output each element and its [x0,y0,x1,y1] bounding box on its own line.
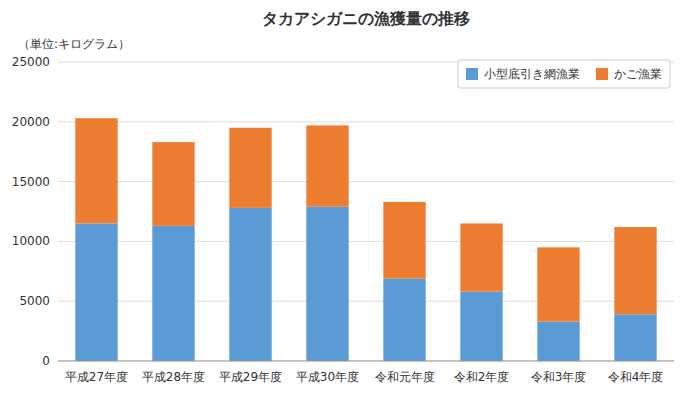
bar-segment [537,247,579,321]
y-tick-label: 10000 [12,234,50,248]
legend-item: 小型底引き網漁業 [466,67,580,81]
legend-swatch [596,68,608,80]
grid-line [58,241,674,242]
bar-segment [75,118,117,223]
y-tick-label: 20000 [12,115,50,129]
bar-segment [229,128,271,208]
x-tick-label: 令和元年度 [375,370,435,384]
bar-segment [383,278,425,361]
chart-container: タカアシガニの漁獲量の推移 （単位:キログラム） 0 5000 10000 15000 20… [0,0,690,397]
grid-line [58,361,674,362]
x-axis-line [58,361,674,362]
bar-segment [306,207,348,361]
x-tick-label: 平成29年度 [219,370,282,384]
bar-segment [152,142,194,226]
y-tick-label: 25000 [12,55,50,69]
y-tick-label: 5000 [19,294,50,308]
title: タカアシガニの漁獲量の推移 [262,9,470,28]
bar-segment [229,208,271,361]
x-tick-label: 平成30年度 [296,370,359,384]
legend-box [458,60,670,88]
legend-label: 小型底引き網漁業 [484,67,580,81]
x-tick-label: 平成27年度 [65,370,128,384]
bar-segment [614,314,656,361]
bar-segment [460,223,502,291]
chart: タカアシガニの漁獲量の推移 （単位:キログラム） 0 5000 10000 15000 20… [0,0,690,397]
y-tick-label: 0 [42,354,50,368]
x-tick-label: 平成28年度 [142,370,205,384]
y-tick-label: 15000 [12,175,50,189]
bar-segment [383,202,425,279]
x-axis: 平成27年度平成28年度平成29年度平成30年度 令和元年度 令和2年度 令和3年度 令… [58,361,674,384]
bar-segment [537,322,579,361]
x-tick-label: 令和2年度 [454,370,510,384]
grid-line [58,181,674,182]
legend-swatch [466,68,478,80]
x-tick-label: 令和3年度 [531,370,587,384]
legend-label: かご漁業 [614,67,662,81]
legend: 小型底引き網漁業 かご漁業 [458,60,670,88]
subtitle: （単位:キログラム） [18,37,130,51]
bars [75,118,656,361]
legend-item: かご漁業 [596,67,662,81]
bar-segment [152,226,194,361]
x-tick-label: 令和4年度 [608,370,664,384]
bar-segment [75,223,117,361]
bar-segment [614,227,656,314]
y-axis: 0 5000 10000 15000 20000 25000 [12,55,674,368]
bar-segment [306,125,348,206]
bar-segment [460,292,502,361]
grid-line [58,301,674,302]
grid-line [58,121,674,122]
